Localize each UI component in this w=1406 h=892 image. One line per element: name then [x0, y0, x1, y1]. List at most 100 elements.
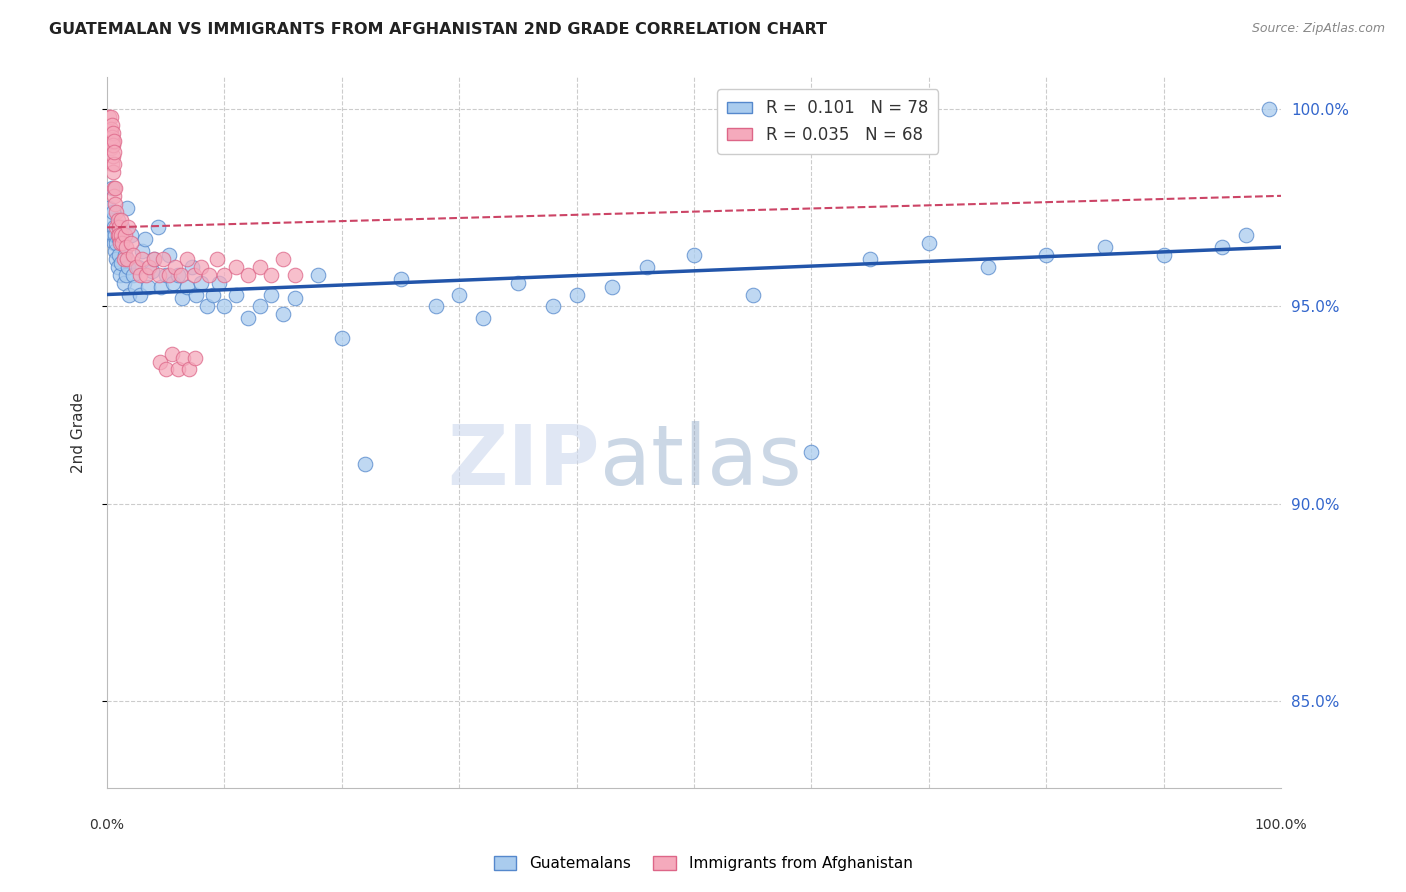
Point	[101, 165, 124, 179]
Point	[330, 331, 353, 345]
Text: 0.0%: 0.0%	[90, 818, 125, 832]
Point	[129, 287, 152, 301]
Point	[190, 260, 212, 274]
Point	[101, 126, 124, 140]
Point	[103, 236, 125, 251]
Text: Source: ZipAtlas.com: Source: ZipAtlas.com	[1251, 22, 1385, 36]
Point	[976, 260, 998, 274]
Point	[105, 220, 128, 235]
Point	[141, 264, 163, 278]
Point	[131, 244, 153, 258]
Point	[1035, 248, 1057, 262]
Point	[100, 181, 122, 195]
Point	[190, 276, 212, 290]
Point	[143, 252, 166, 266]
Point	[103, 189, 125, 203]
Point	[135, 268, 157, 282]
Point	[249, 299, 271, 313]
Point	[110, 228, 132, 243]
Point	[117, 260, 139, 274]
Point	[100, 126, 122, 140]
Point	[225, 260, 247, 274]
Point	[100, 110, 122, 124]
Point	[155, 268, 177, 282]
Point	[108, 228, 131, 243]
Point	[138, 260, 160, 274]
Point	[186, 287, 208, 301]
Point	[183, 268, 205, 282]
Point	[157, 268, 180, 282]
Point	[271, 252, 294, 266]
Point	[354, 457, 377, 471]
Point	[100, 141, 122, 155]
Point	[100, 157, 122, 171]
Point	[195, 299, 218, 313]
Point	[284, 292, 307, 306]
Point	[1153, 248, 1175, 262]
Point	[100, 134, 122, 148]
Point	[152, 252, 174, 266]
Y-axis label: 2nd Grade: 2nd Grade	[72, 392, 86, 473]
Point	[111, 236, 134, 251]
Point	[449, 287, 471, 301]
Point	[108, 236, 131, 251]
Text: 100.0%: 100.0%	[1254, 818, 1308, 832]
Point	[103, 220, 125, 235]
Point	[104, 244, 127, 258]
Point	[143, 252, 166, 266]
Point	[125, 260, 148, 274]
Point	[115, 268, 138, 282]
Point	[249, 260, 271, 274]
Point	[101, 149, 124, 163]
Point	[103, 145, 125, 160]
Point	[103, 181, 125, 195]
Point	[236, 268, 259, 282]
Point	[124, 279, 146, 293]
Point	[120, 228, 142, 243]
Point	[1234, 228, 1257, 243]
Point	[214, 299, 236, 313]
Point	[565, 287, 588, 301]
Point	[131, 252, 153, 266]
Point	[103, 157, 125, 171]
Point	[198, 268, 221, 282]
Point	[101, 134, 124, 148]
Point	[120, 236, 142, 251]
Point	[110, 256, 132, 270]
Point	[1094, 240, 1116, 254]
Point	[225, 287, 247, 301]
Point	[236, 311, 259, 326]
Point	[260, 268, 283, 282]
Point	[114, 228, 136, 243]
Point	[176, 279, 198, 293]
Point	[389, 271, 412, 285]
Text: ZIP: ZIP	[447, 420, 600, 501]
Point	[214, 268, 236, 282]
Point	[107, 212, 129, 227]
Point	[104, 181, 127, 195]
Point	[179, 362, 201, 376]
Point	[506, 276, 529, 290]
Point	[108, 232, 131, 246]
Point	[425, 299, 447, 313]
Point	[172, 292, 194, 306]
Point	[180, 260, 202, 274]
Point	[107, 260, 129, 274]
Point	[104, 196, 127, 211]
Point	[155, 362, 177, 376]
Point	[108, 268, 131, 282]
Point	[859, 252, 882, 266]
Point	[201, 287, 224, 301]
Point	[105, 204, 128, 219]
Point	[111, 220, 134, 235]
Point	[149, 354, 172, 368]
Legend: R =  0.101   N = 78, R = 0.035   N = 68: R = 0.101 N = 78, R = 0.035 N = 68	[717, 89, 938, 153]
Point	[117, 220, 139, 235]
Point	[170, 268, 193, 282]
Legend: Guatemalans, Immigrants from Afghanistan: Guatemalans, Immigrants from Afghanistan	[488, 850, 918, 877]
Point	[260, 287, 283, 301]
Point	[101, 137, 124, 152]
Point	[207, 276, 229, 290]
Text: GUATEMALAN VS IMMIGRANTS FROM AFGHANISTAN 2ND GRADE CORRELATION CHART: GUATEMALAN VS IMMIGRANTS FROM AFGHANISTA…	[49, 22, 827, 37]
Point	[160, 347, 183, 361]
